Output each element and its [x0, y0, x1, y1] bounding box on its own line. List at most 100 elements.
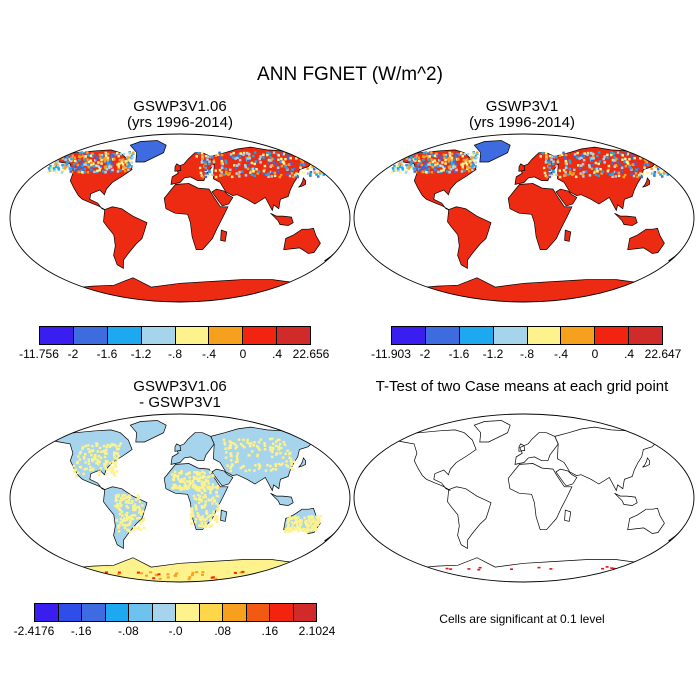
grid-cell [98, 168, 101, 172]
continent-japan [642, 457, 650, 468]
grid-cell [430, 171, 434, 174]
grid-cell [124, 513, 127, 516]
grid-cell [202, 525, 205, 529]
grid-cell [124, 161, 128, 165]
grid-cell [544, 174, 548, 177]
grid-cell [83, 170, 86, 174]
grid-cell [315, 170, 318, 174]
grid-cell [96, 156, 99, 159]
grid-cell [562, 151, 565, 155]
grid-cell [645, 163, 648, 167]
grid-cell [422, 158, 425, 162]
significant-cell [449, 568, 453, 570]
grid-cell [459, 153, 462, 157]
grid-cell [314, 526, 318, 529]
grid-cell [558, 154, 562, 157]
grid-cell [639, 172, 642, 175]
grid-cell [551, 162, 555, 166]
grid-cell [100, 450, 103, 453]
grid-cell [311, 524, 314, 528]
grid-cell [78, 151, 82, 155]
grid-cell [597, 174, 600, 178]
grid-cell [244, 469, 248, 473]
grid-cell [215, 494, 218, 498]
grid-cell [74, 168, 77, 172]
grid-cell [586, 153, 589, 156]
grid-cell [224, 456, 228, 459]
grid-cell [98, 471, 102, 474]
grid-cell [596, 169, 599, 173]
grid-cell [270, 175, 273, 178]
grid-cell [210, 576, 214, 579]
grid-cell [118, 512, 122, 516]
grid-cell [251, 450, 254, 453]
grid-cell [286, 449, 289, 452]
grid-cell [663, 170, 667, 174]
significant-cell [537, 566, 541, 569]
grid-cell [274, 464, 277, 467]
grid-cell [82, 472, 85, 476]
grid-cell [93, 170, 96, 174]
grid-cell [139, 572, 143, 575]
grid-cell [284, 528, 287, 531]
grid-cell [116, 170, 120, 173]
grid-cell [178, 479, 182, 482]
grid-cell [220, 174, 223, 177]
grid-cell [600, 172, 603, 175]
grid-cell [625, 160, 629, 163]
grid-cell [632, 174, 636, 178]
grid-cell [447, 157, 450, 161]
grid-cell [180, 486, 184, 490]
grid-cell [138, 517, 141, 520]
grid-cell [99, 456, 103, 460]
grid-cell [119, 499, 122, 502]
grid-cell [72, 464, 76, 468]
grid-cell [415, 167, 418, 171]
grid-cell [200, 151, 204, 155]
grid-cell [202, 518, 205, 521]
grid-cell [109, 165, 113, 168]
grid-cell [87, 165, 90, 169]
grid-cell [274, 444, 278, 448]
grid-cell [118, 508, 121, 511]
grid-cell [266, 571, 270, 574]
grid-cell [126, 163, 129, 166]
grid-cell [645, 155, 648, 159]
grid-cell [293, 167, 296, 171]
grid-cell [94, 458, 97, 461]
grid-cell [437, 170, 440, 174]
grid-cell [434, 166, 437, 169]
grid-cell [126, 506, 130, 509]
grid-cell [236, 164, 239, 167]
grid-cell [248, 468, 251, 472]
grid-cell [285, 460, 288, 463]
grid-cell [62, 168, 65, 172]
grid-cell [272, 447, 275, 450]
grid-cell [440, 164, 444, 168]
grid-cell [106, 460, 109, 463]
grid-cell [90, 453, 93, 457]
grid-cell [564, 171, 567, 174]
grid-cell [255, 445, 259, 448]
grid-cell [283, 530, 287, 533]
grid-cell [665, 171, 669, 175]
grid-cell [423, 164, 426, 167]
grid-cell [224, 167, 228, 171]
grid-cell [136, 527, 140, 530]
grid-cell [645, 153, 648, 157]
grid-cell [125, 155, 129, 159]
grid-cell [393, 164, 396, 168]
grid-cell [594, 169, 597, 173]
grid-cell [91, 444, 94, 448]
grid-cell [122, 166, 125, 169]
grid-cell [270, 455, 274, 459]
grid-cell [93, 153, 96, 157]
grid-cell [285, 463, 288, 467]
grid-cell [81, 446, 85, 449]
grid-cell [414, 170, 418, 174]
grid-cell [183, 482, 186, 485]
grid-cell [84, 163, 87, 166]
grid-cell [83, 152, 86, 155]
grid-cell [308, 157, 311, 160]
grid-cell [225, 170, 228, 174]
